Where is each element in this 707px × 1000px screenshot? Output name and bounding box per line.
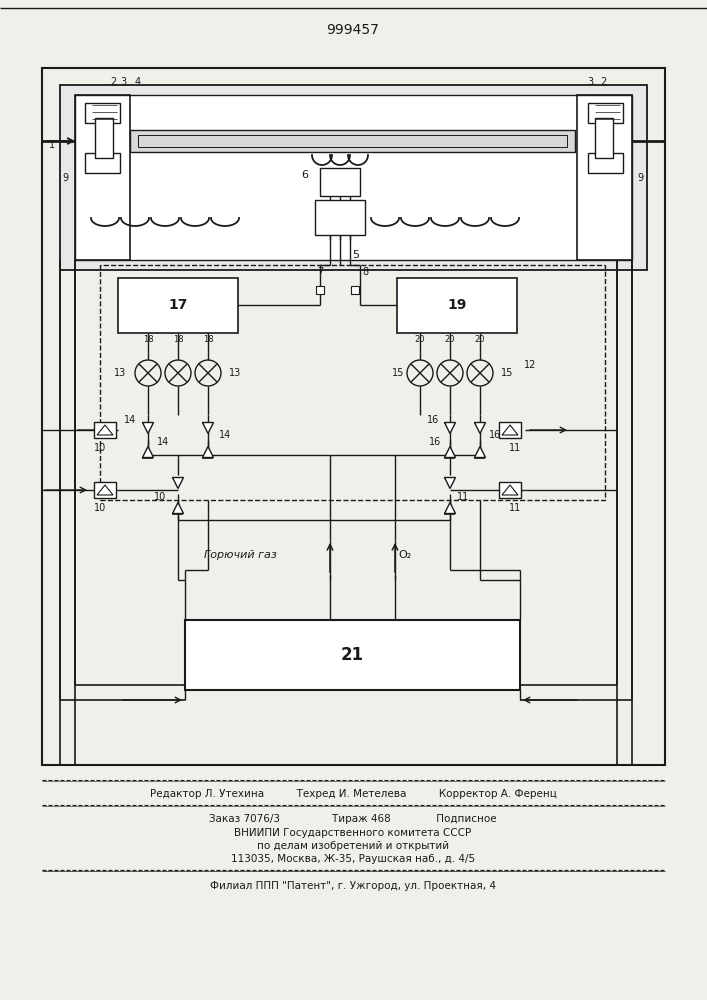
Bar: [588, 103, 623, 123]
Text: 17: 17: [168, 298, 187, 312]
Bar: [320, 168, 360, 196]
Polygon shape: [202, 446, 214, 458]
Text: 2: 2: [600, 77, 606, 87]
Bar: [316, 286, 324, 294]
Bar: [75, 95, 130, 260]
Bar: [397, 278, 517, 333]
Text: 16: 16: [429, 437, 441, 447]
Text: 9: 9: [637, 173, 643, 183]
Polygon shape: [97, 425, 113, 435]
Bar: [94, 482, 116, 498]
Text: 10: 10: [94, 503, 106, 513]
Polygon shape: [143, 446, 153, 458]
Text: 20: 20: [415, 336, 425, 344]
Text: 6: 6: [301, 170, 308, 180]
Text: 14: 14: [219, 430, 231, 440]
Text: 4: 4: [135, 77, 141, 87]
Text: ВНИИПИ Государственного комитета СССР: ВНИИПИ Государственного комитета СССР: [235, 828, 472, 838]
Bar: [100, 265, 605, 500]
Text: 10: 10: [154, 492, 166, 502]
Polygon shape: [202, 422, 214, 434]
Polygon shape: [97, 485, 113, 495]
Text: 8: 8: [362, 267, 368, 277]
Text: 18: 18: [173, 336, 183, 344]
Text: 11: 11: [457, 492, 469, 502]
Text: 1: 1: [49, 140, 55, 150]
Text: 3: 3: [587, 77, 593, 87]
Text: 16: 16: [489, 430, 501, 440]
Bar: [315, 200, 365, 235]
Polygon shape: [474, 422, 486, 434]
Polygon shape: [474, 446, 486, 458]
Polygon shape: [502, 485, 518, 495]
Text: Горючий газ: Горючий газ: [204, 550, 276, 560]
Bar: [588, 153, 623, 173]
Text: 11: 11: [509, 503, 521, 513]
Polygon shape: [173, 502, 184, 514]
Text: 14: 14: [124, 415, 136, 425]
Polygon shape: [143, 422, 153, 434]
Text: по делам изобретений и открытий: по делам изобретений и открытий: [257, 841, 449, 851]
Text: 21: 21: [341, 646, 364, 664]
Bar: [42, 68, 665, 765]
Polygon shape: [445, 478, 455, 488]
Bar: [138, 135, 567, 147]
Bar: [118, 278, 238, 333]
Bar: [85, 103, 120, 123]
Polygon shape: [502, 425, 518, 435]
Bar: [351, 286, 359, 294]
Polygon shape: [445, 446, 455, 458]
Bar: [577, 95, 632, 260]
Bar: [185, 620, 520, 690]
Text: Редактор Л. Утехина          Техред И. Метелева          Корректор А. Ференц: Редактор Л. Утехина Техред И. Метелева К…: [150, 789, 556, 799]
Bar: [130, 130, 575, 152]
Text: 20: 20: [445, 336, 455, 344]
Text: 18: 18: [143, 336, 153, 344]
Text: 13: 13: [114, 368, 126, 378]
Text: 15: 15: [392, 368, 404, 378]
Text: 10: 10: [94, 443, 106, 453]
Text: 5: 5: [353, 250, 359, 260]
Text: 11: 11: [509, 443, 521, 453]
Bar: [95, 118, 113, 158]
Text: O₂: O₂: [398, 550, 411, 560]
Text: 999457: 999457: [327, 23, 380, 37]
Text: 3: 3: [120, 77, 126, 87]
Text: Заказ 7076/3                Тираж 468              Подписное: Заказ 7076/3 Тираж 468 Подписное: [209, 814, 497, 824]
Text: 14: 14: [157, 437, 169, 447]
Bar: [595, 118, 613, 158]
Polygon shape: [445, 422, 455, 434]
Text: 113035, Москва, Ж-35, Раушская наб., д. 4/5: 113035, Москва, Ж-35, Раушская наб., д. …: [231, 854, 475, 864]
Text: 13: 13: [229, 368, 241, 378]
Bar: [94, 422, 116, 438]
Text: 19: 19: [448, 298, 467, 312]
Bar: [499, 482, 521, 498]
Bar: [60, 85, 647, 270]
Text: 20: 20: [474, 336, 485, 344]
Bar: [85, 153, 120, 173]
Text: 2: 2: [110, 77, 116, 87]
Bar: [75, 95, 632, 260]
Text: 18: 18: [203, 336, 214, 344]
Polygon shape: [445, 502, 455, 514]
Text: 16: 16: [427, 415, 439, 425]
Text: 12: 12: [524, 360, 536, 370]
Text: Филиал ППП "Патент", г. Ужгород, ул. Проектная, 4: Филиал ППП "Патент", г. Ужгород, ул. Про…: [210, 881, 496, 891]
Bar: [499, 422, 521, 438]
Polygon shape: [173, 478, 184, 488]
Text: 9: 9: [62, 173, 68, 183]
Text: 15: 15: [501, 368, 513, 378]
Text: 7: 7: [317, 267, 323, 277]
